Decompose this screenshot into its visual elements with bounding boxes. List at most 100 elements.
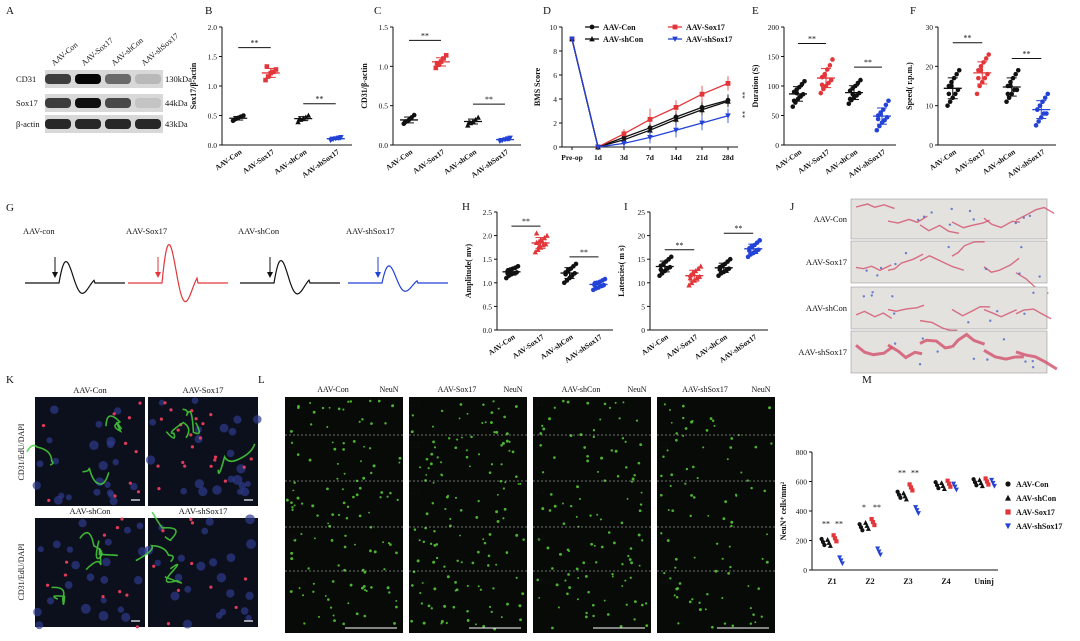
- neun-cell: [660, 532, 663, 535]
- neun-cell: [427, 467, 430, 470]
- neun-cell: [674, 438, 678, 442]
- neun-cell: [500, 444, 503, 447]
- neun-cell: [369, 399, 372, 403]
- neun-cell: [610, 449, 614, 452]
- dapi-nucleus: [244, 480, 251, 487]
- data-point: [1004, 99, 1009, 105]
- neun-cell: [765, 560, 769, 564]
- neun-cell: [488, 605, 492, 609]
- neun-cell: [608, 406, 612, 409]
- data-point: [699, 120, 705, 126]
- trace-label: AAV-con: [23, 226, 55, 236]
- dapi-nucleus: [121, 612, 131, 622]
- muscle-fiber: [887, 215, 928, 224]
- data-point: [983, 56, 989, 61]
- blot-size-label: 130kDa: [165, 74, 192, 84]
- neun-cell: [424, 479, 427, 482]
- neun-cell: [308, 458, 312, 462]
- zone-label: Z1: [411, 399, 420, 408]
- nuclei-dot: [879, 266, 883, 270]
- neun-cell: [477, 585, 480, 588]
- neun-cell: [289, 429, 293, 433]
- neun-cell: [383, 568, 386, 571]
- neun-cell: [666, 449, 669, 452]
- muscle-fiber: [1015, 350, 1058, 371]
- neun-cell: [449, 524, 452, 528]
- data-point: [819, 82, 825, 88]
- panel-letter-c: C: [374, 5, 381, 17]
- neun-cell: [511, 450, 515, 454]
- neun-cell: [682, 416, 685, 420]
- dapi-nucleus: [182, 619, 192, 629]
- histology-strips-panel: AAV-Con AAV-Sox17 AAV-shCon AAV-shSox17: [798, 198, 1058, 374]
- neun-cell: [721, 557, 724, 560]
- neun-cell: [639, 443, 643, 447]
- neun-cell: [449, 517, 452, 521]
- data-point: [747, 248, 752, 254]
- y-tick-label: 4: [553, 95, 557, 104]
- edu-cell: [190, 521, 195, 525]
- edu-cell: [156, 464, 160, 468]
- y-tick-label: 10: [638, 279, 646, 288]
- significance-label: **: [835, 519, 843, 528]
- zone-label: Z4: [287, 533, 296, 542]
- muscle-fiber: [919, 338, 952, 350]
- data-point: [1005, 91, 1011, 97]
- neun-cell: [370, 586, 373, 589]
- neun-cell: [740, 471, 743, 474]
- dapi-nucleus: [245, 614, 252, 622]
- image-title: AAV-shSox17: [682, 385, 728, 394]
- neun-cell: [487, 564, 490, 567]
- emg-traces-panel: AAV-con AAV-Sox17 AAV-shCon AAV-shSox17: [23, 226, 448, 303]
- neun-cell: [503, 415, 506, 419]
- x-tick-label: Uninj: [974, 577, 994, 586]
- y-tick-label: 1.0: [379, 62, 389, 71]
- data-point: [535, 246, 541, 253]
- legend-marker: [1005, 523, 1011, 530]
- data-point: [986, 482, 991, 487]
- dapi-nucleus: [232, 474, 243, 485]
- neun-image: [409, 397, 527, 633]
- data-point: [982, 75, 988, 81]
- dapi-nucleus: [136, 522, 144, 530]
- neun-cell: [482, 624, 486, 628]
- neun-cell: [290, 557, 294, 561]
- neun-cell: [607, 531, 611, 534]
- neun-cell: [411, 414, 414, 417]
- y-axis-label: NeuN⁺ cells/mm²: [779, 481, 788, 540]
- y-axis-label: Speed( r.p.m.): [905, 62, 914, 110]
- edu-cell: [234, 605, 238, 610]
- neun-cell: [363, 614, 367, 618]
- data-point: [687, 275, 694, 281]
- zone-label: Z3: [659, 487, 668, 496]
- neun-cell: [361, 418, 364, 421]
- data-point: [989, 477, 995, 483]
- neun-cell: [592, 614, 595, 618]
- neun-cell: [505, 432, 509, 436]
- neun-cell: [603, 599, 606, 602]
- data-point: [826, 80, 831, 86]
- neun-cell: [553, 504, 557, 508]
- neun-cell: [621, 563, 624, 566]
- neun-cell: [388, 591, 391, 594]
- neun-cell: [674, 566, 677, 569]
- neun-cell: [346, 505, 350, 509]
- neun-cell: [448, 437, 451, 440]
- zone-label: Z1: [287, 399, 296, 408]
- neun-cell: [702, 446, 705, 449]
- panel-letter-k: K: [6, 374, 14, 386]
- neun-cell: [293, 538, 297, 542]
- y-tick-label: 0.0: [483, 326, 493, 335]
- neun-cell: [364, 588, 367, 592]
- neun-cell: [730, 524, 733, 528]
- neun-cell: [395, 551, 398, 555]
- neun-cell: [296, 496, 300, 500]
- muscle-fiber: [855, 344, 894, 357]
- edu-cell: [113, 494, 117, 498]
- neun-cell: [734, 493, 738, 496]
- neun-cell: [597, 470, 600, 473]
- data-point: [847, 96, 853, 102]
- data-point: [910, 488, 915, 493]
- neun-cell: [446, 575, 450, 579]
